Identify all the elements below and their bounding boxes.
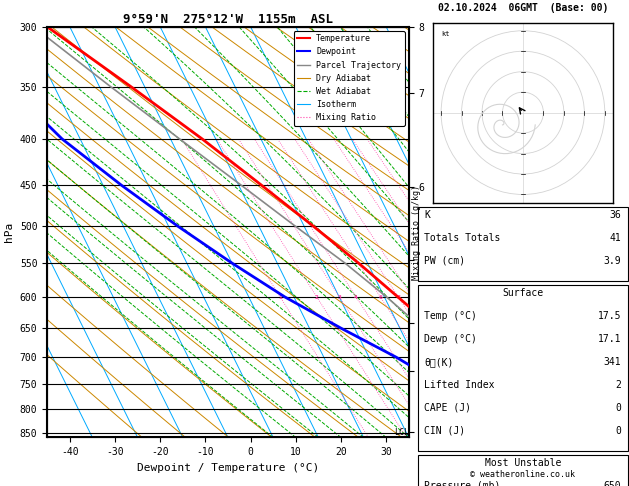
Text: Lifted Index: Lifted Index	[425, 380, 495, 390]
Text: 2: 2	[616, 380, 621, 390]
Text: kt: kt	[441, 31, 450, 37]
Text: CAPE (J): CAPE (J)	[425, 403, 471, 413]
Y-axis label: km
ASL: km ASL	[426, 223, 447, 241]
Text: 4: 4	[354, 295, 358, 299]
Text: Dewp (°C): Dewp (°C)	[425, 334, 477, 344]
Text: Most Unstable: Most Unstable	[485, 458, 561, 468]
Y-axis label: hPa: hPa	[4, 222, 14, 242]
Text: 650: 650	[604, 481, 621, 486]
Text: 3.9: 3.9	[604, 256, 621, 266]
Text: Pressure (mb): Pressure (mb)	[425, 481, 501, 486]
Text: 1: 1	[278, 295, 282, 299]
FancyBboxPatch shape	[418, 455, 628, 486]
Title: 9°59'N  275°12'W  1155m  ASL: 9°59'N 275°12'W 1155m ASL	[123, 13, 333, 26]
Text: 0: 0	[616, 403, 621, 413]
Text: LCL: LCL	[394, 428, 409, 437]
Text: 17.1: 17.1	[598, 334, 621, 344]
Text: 341: 341	[604, 357, 621, 367]
Text: K: K	[425, 210, 430, 220]
FancyBboxPatch shape	[418, 208, 628, 281]
Text: Surface: Surface	[503, 288, 543, 297]
Text: Totals Totals: Totals Totals	[425, 233, 501, 243]
Text: 8: 8	[396, 295, 400, 299]
Text: 6: 6	[379, 295, 382, 299]
Text: © weatheronline.co.uk: © weatheronline.co.uk	[470, 470, 576, 479]
Text: 3: 3	[338, 295, 342, 299]
Text: Mixing Ratio (g/kg): Mixing Ratio (g/kg)	[412, 185, 421, 279]
Text: 41: 41	[610, 233, 621, 243]
Text: 36: 36	[610, 210, 621, 220]
FancyBboxPatch shape	[418, 285, 628, 451]
Text: θᴇ(K): θᴇ(K)	[425, 357, 454, 367]
Legend: Temperature, Dewpoint, Parcel Trajectory, Dry Adiabat, Wet Adiabat, Isotherm, Mi: Temperature, Dewpoint, Parcel Trajectory…	[294, 31, 404, 125]
Text: 02.10.2024  06GMT  (Base: 00): 02.10.2024 06GMT (Base: 00)	[438, 3, 608, 14]
Text: 0: 0	[616, 426, 621, 436]
Text: 17.5: 17.5	[598, 311, 621, 321]
Text: CIN (J): CIN (J)	[425, 426, 465, 436]
X-axis label: Dewpoint / Temperature (°C): Dewpoint / Temperature (°C)	[137, 463, 319, 473]
Text: Temp (°C): Temp (°C)	[425, 311, 477, 321]
Text: 2: 2	[315, 295, 319, 299]
Text: PW (cm): PW (cm)	[425, 256, 465, 266]
